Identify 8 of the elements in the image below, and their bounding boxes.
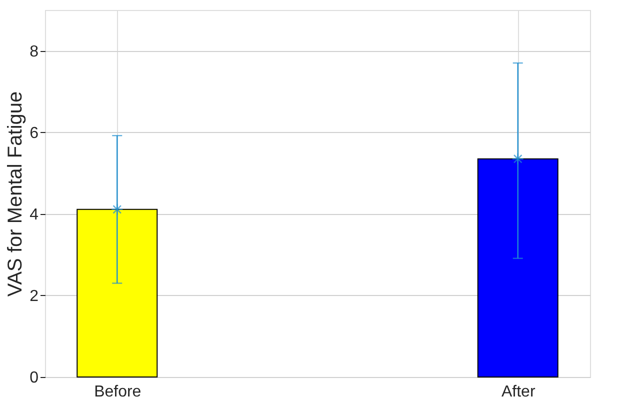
y-tick-label: 0 [30,370,39,386]
x-tick-label: Before [94,384,142,400]
y-tick-label: 2 [30,288,39,305]
x-tick-label: After [501,384,536,400]
y-axis-title: VAS for Mental Fatigue [4,91,27,297]
y-tick-label: 4 [30,206,39,224]
y-tick-label: 6 [30,124,39,142]
y-tick-label: 8 [30,43,39,60]
